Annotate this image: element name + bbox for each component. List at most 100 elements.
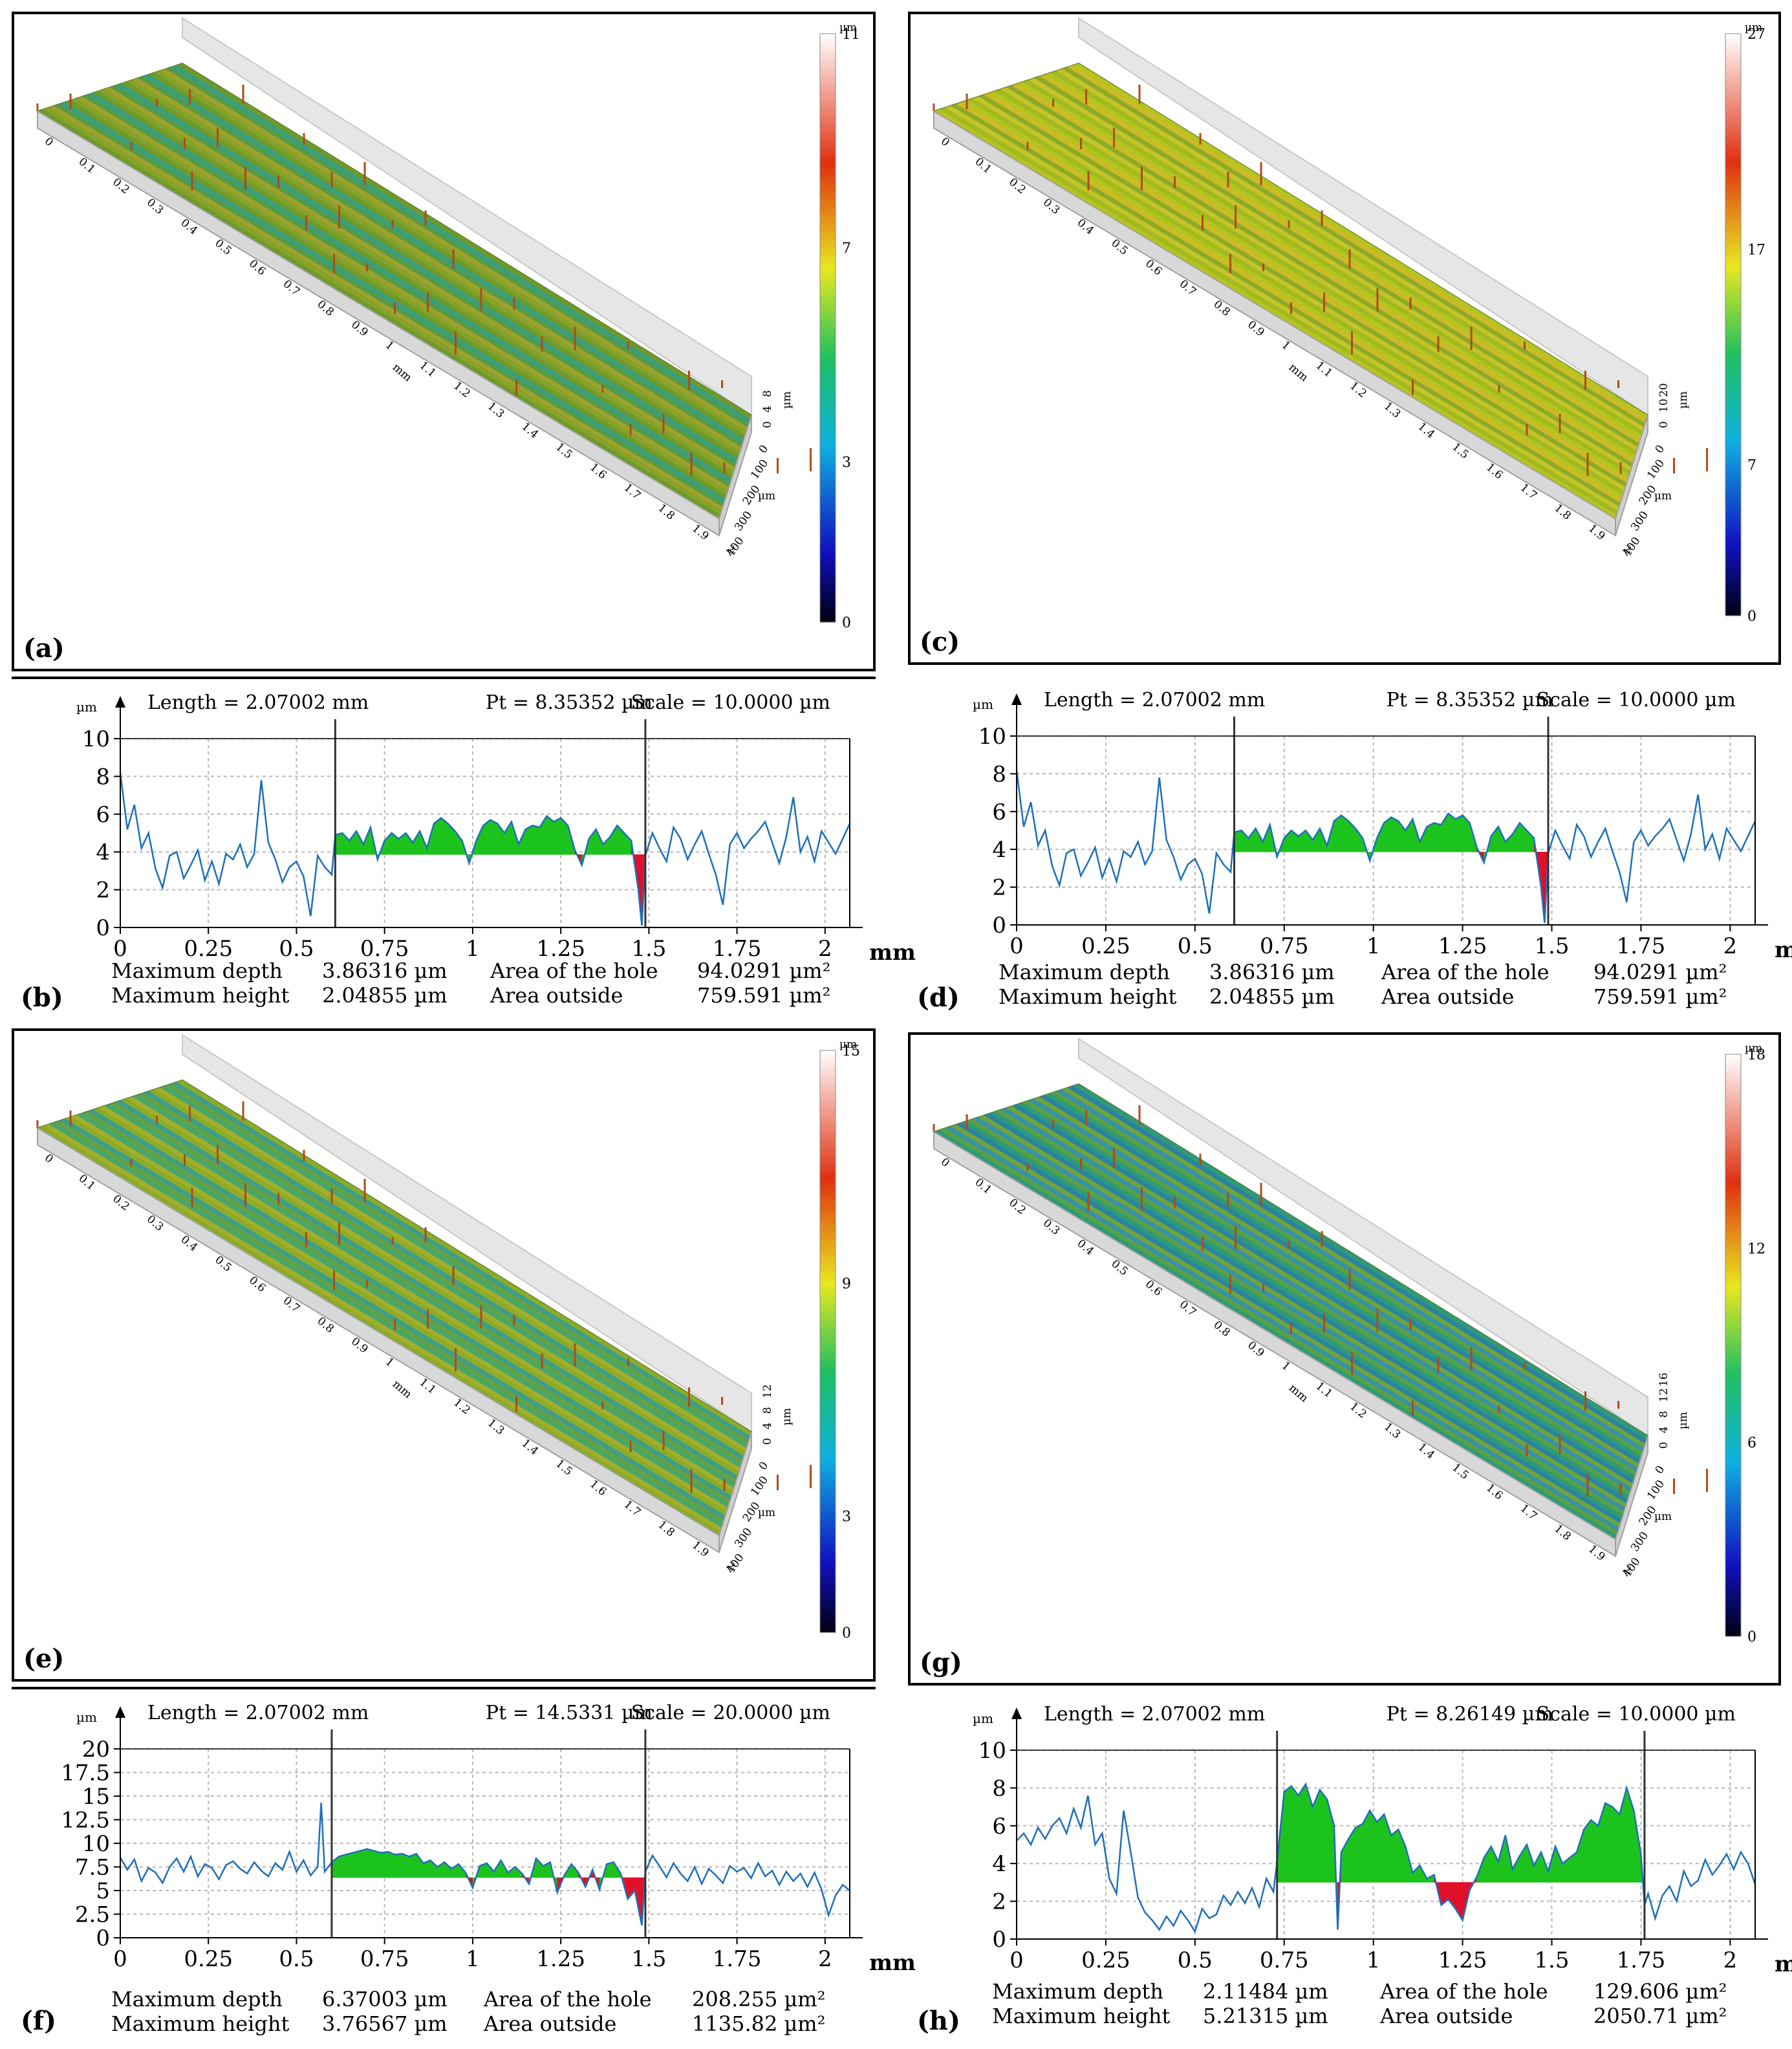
x-axis-tick-label: 1	[1279, 1360, 1293, 1374]
surface-stripe	[43, 1124, 722, 1532]
z-axis-unit: µm	[781, 1408, 793, 1426]
area-above-segment	[402, 1853, 410, 1878]
surface-stripe	[956, 1122, 1622, 1524]
y-axis-tick-label: 400	[1621, 1556, 1643, 1580]
surface-plot-g: 00.10.20.30.40.50.60.70.80.911.11.21.31.…	[932, 1037, 1765, 1645]
surface-stripe	[1034, 1096, 1639, 1468]
area-above-segment	[374, 1850, 382, 1878]
surface-stripe	[149, 1089, 746, 1456]
header-scale: Scale = 10.0000 µm	[1537, 1703, 1736, 1726]
surface-stripe	[1022, 1100, 1637, 1476]
surface-stripe	[1062, 67, 1646, 428]
x-tick-label: 1.5	[631, 936, 666, 962]
profile-line	[119, 772, 851, 926]
surface-stripe	[995, 89, 1631, 475]
y-tick-label: 2	[96, 878, 110, 904]
z-axis-unit: µm	[1677, 1412, 1690, 1429]
y-axis-unit: µm	[76, 1709, 97, 1725]
y-axis-tick-label: 0	[1653, 1464, 1668, 1477]
area-above-segment	[387, 1851, 396, 1878]
x-tick-label: 1	[466, 936, 480, 962]
colorbar-tick-label: 0	[842, 615, 851, 631]
x-tick-label: 1.25	[536, 936, 585, 962]
z-axis-tick-label: 4	[1657, 1426, 1670, 1433]
surface-stripe	[989, 1111, 1630, 1500]
area-above-segment	[1434, 822, 1441, 852]
max-depth-value: 3.86316 µm	[1209, 960, 1335, 984]
x-tick-label: 0.25	[1081, 933, 1130, 959]
x-axis-tick-label: 1	[383, 1356, 396, 1370]
header-scale: Scale = 20.0000 µm	[631, 1702, 830, 1724]
y-axis-tick-label: 400	[724, 1552, 747, 1576]
area-above-segment	[1312, 828, 1321, 852]
y-axis-tick-label: 300	[732, 509, 755, 534]
y-axis-tick-label: 0	[757, 443, 772, 456]
max-depth-value: 3.86316 µm	[322, 959, 448, 983]
colorbar-tick-label: 3	[842, 455, 851, 471]
profile-line	[119, 1803, 850, 1926]
y-tick-label: 4	[992, 837, 1006, 863]
surface-stripe	[54, 1120, 724, 1524]
surface-stripe	[154, 70, 747, 435]
y-tick-label: 5	[96, 1878, 110, 1904]
surface-stripe	[76, 96, 729, 491]
surface-stripe	[121, 1098, 739, 1476]
x-tick-label: 0.5	[1178, 933, 1213, 959]
profile-chart-b: Length = 2.07002 mm Pt = 8.35352 µmScale …	[76, 691, 916, 966]
surface-stripe	[1067, 1085, 1647, 1444]
y-axis-tick-label: 100	[1645, 457, 1667, 482]
outside-area-value: 759.591 µm²	[697, 983, 831, 1008]
profile-chart-f: Length = 2.07002 mm Pt = 14.5331 µmScale …	[61, 1702, 916, 1976]
colorbar	[819, 1050, 836, 1633]
y-axis-tick-label: 100	[748, 457, 771, 482]
y-axis-tick-label: 300	[1628, 509, 1651, 534]
header-scale: Scale = 10.0000 µm	[1537, 689, 1736, 711]
max-depth-label: Maximum depth	[111, 959, 283, 983]
hole-area-label: Area of the hole	[1381, 960, 1549, 984]
area-above-segment	[345, 1852, 353, 1878]
surface-stripe	[1000, 87, 1632, 472]
z-axis-tick-label: 4	[761, 406, 774, 413]
z-axis-unit: µm	[781, 391, 793, 409]
colorbar-unit: µm	[839, 21, 857, 34]
x-axis-tick-label: 0	[938, 1156, 952, 1170]
surface-stripe	[989, 91, 1630, 479]
z-axis-unit: µm	[1677, 391, 1690, 409]
outside-area-label: Area outside	[484, 2011, 617, 2036]
area-above-segment	[1305, 1784, 1313, 1883]
surface-stripe	[973, 96, 1626, 491]
surface-stripe	[1045, 72, 1642, 439]
x-tick-label: 1	[1366, 933, 1381, 959]
area-above-segment	[1284, 1785, 1292, 1883]
surface-stripe	[934, 1130, 1617, 1539]
surface-stripe	[1011, 1104, 1634, 1484]
max-depth-label: Maximum depth	[999, 960, 1170, 984]
area-above-segment	[335, 832, 343, 855]
surface-stripe	[950, 1124, 1621, 1528]
y-tick-label: 10	[978, 724, 1006, 750]
surface-stripe	[978, 94, 1627, 487]
y-tick-label: 0	[992, 1927, 1006, 1953]
x-axis-unit: mm	[1286, 361, 1311, 384]
surface-stripe	[956, 102, 1622, 503]
panel-label: (d)	[917, 982, 960, 1013]
x-tick-label: 0.25	[184, 1946, 233, 1972]
y-tick-label: 8	[96, 764, 110, 790]
panel-label: (h)	[917, 2006, 960, 2036]
surface-stripe	[138, 76, 743, 448]
surface-stripe	[143, 74, 744, 444]
header-scale: Scale = 10.0000 µm	[631, 691, 830, 714]
colorbar	[1725, 1054, 1742, 1637]
y-axis-tick-label: 400	[724, 535, 747, 559]
hole-area-value: 94.0291 µm²	[697, 959, 831, 983]
colorbar-unit: µm	[1745, 21, 1762, 34]
x-tick-label: 1.5	[631, 1946, 666, 1972]
area-above-segment	[367, 1848, 374, 1878]
x-axis-tick-label: 0	[938, 135, 952, 149]
surface-stripe	[1050, 1091, 1643, 1456]
surface-stripe	[126, 80, 740, 455]
colorbar-unit: µm	[1745, 1042, 1762, 1055]
area-above-segment	[360, 1848, 367, 1878]
end-wall	[1615, 415, 1648, 536]
panel-label: (g)	[920, 1647, 962, 1678]
